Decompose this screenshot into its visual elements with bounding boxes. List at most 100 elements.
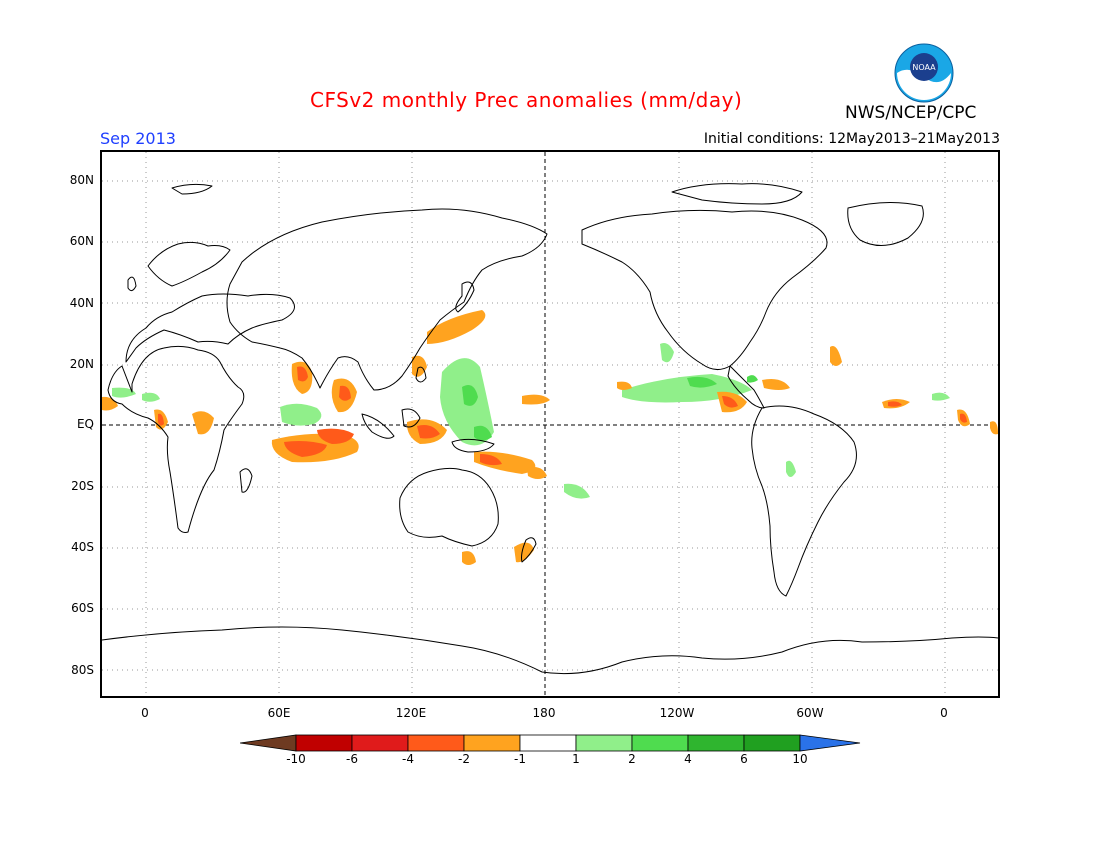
caribbean-dry [762, 379, 790, 390]
africa-west-dry-core [158, 413, 164, 426]
color-bar-arrow-high [799, 734, 861, 752]
lat-label-20s: 20S [71, 479, 94, 493]
lon-label-120e: 120E [395, 706, 427, 720]
west-pacific-wet2 [474, 425, 492, 441]
color-bar-label: 2 [628, 752, 636, 766]
new-guinea-dry-core [480, 454, 502, 466]
color-bar-bin [631, 734, 689, 752]
color-bar-label: -2 [458, 752, 470, 766]
east-pacific-dry [617, 381, 632, 390]
color-bar-bin [575, 734, 633, 752]
siberia-islands-outline [171, 183, 213, 195]
logo-text: NOAA [912, 63, 936, 72]
gulf-guinea-dry-core [960, 413, 967, 423]
nz-dry [514, 542, 534, 563]
south-pacific-wet [564, 483, 590, 499]
agency-label: NWS/NCEP/CPC [845, 103, 977, 123]
color-bar [239, 734, 862, 756]
lat-label-20n: 20N [69, 357, 94, 371]
east-pacific-wet-north [660, 343, 674, 363]
southwest-pacific-dry [527, 467, 547, 479]
map-svg [102, 152, 998, 696]
lon-label-0-east: 0 [940, 706, 948, 720]
lat-label-80s: 80S [71, 663, 94, 677]
anomaly-shading [102, 310, 998, 565]
color-bar-svg [239, 734, 861, 752]
atlantic-east-wet2 [142, 392, 160, 402]
color-bar-bin [519, 734, 577, 752]
atlantic-west-dry [830, 346, 842, 366]
central-pacific-dry [522, 394, 550, 405]
atlantic-wet [932, 392, 950, 401]
initial-conditions: Initial conditions: 12May2013–21May2013 [703, 131, 1000, 147]
lat-label-eq: EQ [76, 417, 94, 431]
madagascar-outline [239, 468, 253, 493]
indian-ocean-south-dry-core [284, 441, 327, 457]
color-bar-bin [687, 734, 745, 752]
color-bar-bin [743, 734, 801, 752]
australia-outline [399, 467, 499, 547]
antarctica-outline [102, 626, 998, 675]
lon-label-60e: 60E [267, 706, 291, 720]
atlantic-east-edge [990, 421, 998, 435]
color-bar-label: -10 [286, 752, 306, 766]
south-america-outline [751, 405, 857, 597]
map-gridlines [102, 152, 998, 696]
asia-outline [226, 208, 548, 391]
new-guinea-outline [451, 438, 495, 453]
color-bar-label: -1 [514, 752, 526, 766]
color-bar-label: 10 [792, 752, 808, 766]
philippines-outline [415, 366, 427, 383]
color-bar-label: -4 [402, 752, 414, 766]
indian-ocean-south-core2 [317, 428, 354, 444]
lon-label-60w: 60W [796, 706, 824, 720]
scandinavia-outline [147, 241, 231, 287]
equator-dateline [102, 152, 998, 696]
color-bar-label: 6 [740, 752, 748, 766]
color-bar-bin [351, 734, 409, 752]
color-bar-bin [463, 734, 521, 752]
atlantic-east-wet [112, 387, 136, 398]
lon-label-180: 180 [532, 706, 556, 720]
lat-label-80n: 80N [69, 173, 94, 187]
color-bar-arrow-low [239, 734, 297, 752]
color-bar-label: -6 [346, 752, 358, 766]
color-bar-label: 1 [572, 752, 580, 766]
borneo-outline [401, 408, 421, 428]
japan-outline [455, 281, 475, 313]
tasman-dry [462, 551, 476, 565]
forecast-period: Sep 2013 [100, 129, 176, 148]
noaa-logo: NOAA [894, 43, 954, 103]
africa-dry [192, 411, 214, 435]
arabian-sea-dry-core [297, 366, 308, 382]
west-pacific-wet-core [462, 384, 478, 406]
color-bar-bin [407, 734, 465, 752]
bay-of-bengal-dry-core [339, 385, 351, 401]
arctic-islands-outline [671, 183, 803, 205]
indian-ocean-wet [280, 403, 322, 426]
east-pacific-wet-core [687, 376, 717, 388]
color-bar-label: 4 [684, 752, 692, 766]
continent-outlines [102, 183, 998, 675]
atlantic-mid-dry-core [888, 401, 902, 407]
gulf-wet [747, 375, 758, 383]
central-america-dry-core [722, 396, 738, 408]
atlantic-east-dry [102, 396, 118, 411]
map-title: CFSv2 monthly Prec anomalies (mm/day) [310, 88, 743, 112]
lat-label-60s: 60S [71, 601, 94, 615]
west-pacific-north-dry [427, 310, 486, 344]
lat-label-40s: 40S [71, 540, 94, 554]
maritime-continent-dry-core [417, 425, 440, 439]
lon-label-0: 0 [141, 706, 149, 720]
indonesia-outline [361, 413, 395, 439]
philippines-dry [412, 355, 427, 377]
lat-label-60n: 60N [69, 234, 94, 248]
lat-label-40n: 40N [69, 296, 94, 310]
color-bar-bin [295, 734, 353, 752]
europe-outline [125, 293, 295, 363]
nz-outline [521, 537, 537, 563]
north-america-outline [581, 209, 828, 370]
precip-anomaly-map [100, 150, 1000, 698]
south-america-wet [786, 460, 796, 477]
greenland-outline [847, 201, 924, 246]
